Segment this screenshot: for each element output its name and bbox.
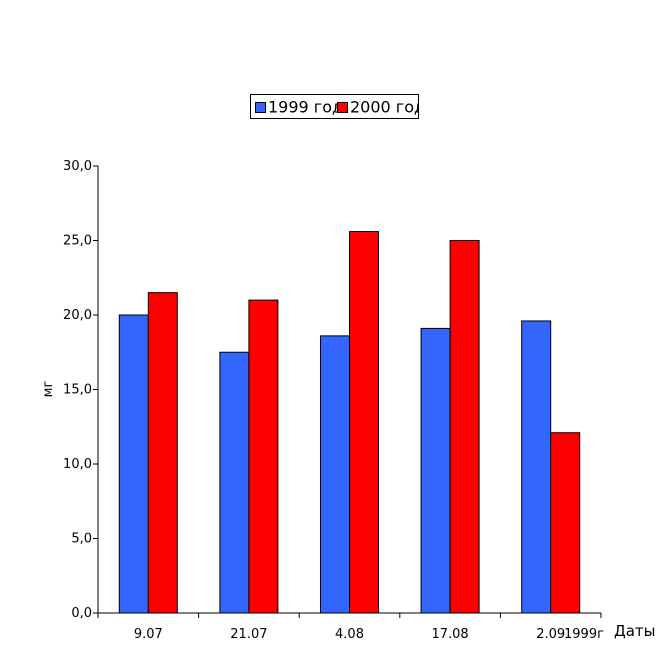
- x-tick-label-1: 21.07: [230, 627, 267, 642]
- x-tick-label-4: 2.09: [536, 627, 565, 642]
- legend-label-2000: 2000 год: [350, 97, 419, 117]
- bar-1-3: [449, 240, 480, 614]
- x-tick-label-3: 17.08: [431, 627, 468, 642]
- bar-0-2: [320, 335, 350, 614]
- y-tick-label-4: 20,0: [63, 308, 92, 323]
- bar-0-0: [118, 314, 149, 614]
- bar-0-1: [219, 351, 250, 614]
- bar-1-1: [248, 299, 279, 614]
- bar-1-0: [147, 292, 178, 614]
- y-tick-label-5: 25,0: [63, 234, 92, 249]
- legend-swatch-1999: [255, 102, 266, 113]
- x-axis-title: Даты: [614, 622, 656, 640]
- legend-entry-2000: 2000 год: [337, 97, 419, 118]
- bar-0-4: [521, 320, 552, 614]
- legend-entry-1999: 1999 год: [255, 97, 343, 118]
- axes-group: 0,0 5,0 10,0 15,0 20,0 25,0 30,0 9.07 21.07 4.08 1…: [63, 159, 602, 642]
- y-axis-title: мг: [41, 381, 56, 398]
- legend-label-1999: 1999 год: [268, 97, 344, 117]
- y-tick-label-1: 5,0: [71, 532, 92, 547]
- bar-0-3: [420, 327, 451, 614]
- bar-1-4: [550, 432, 581, 614]
- x-tick-label-0: 9.07: [134, 627, 163, 642]
- y-tick-label-2: 10,0: [63, 457, 92, 472]
- legend: 1999 год 2000 год: [250, 94, 419, 119]
- legend-swatch-2000: [337, 102, 348, 113]
- y-tick-label-0: 0,0: [71, 606, 92, 621]
- x-annotation: 1999г: [564, 627, 604, 642]
- bars-group: [118, 231, 581, 614]
- y-tick-label-3: 15,0: [63, 383, 92, 398]
- y-tick-label-6: 30,0: [63, 159, 92, 174]
- bar-1-2: [349, 231, 379, 614]
- x-tick-label-2: 4.08: [335, 627, 364, 642]
